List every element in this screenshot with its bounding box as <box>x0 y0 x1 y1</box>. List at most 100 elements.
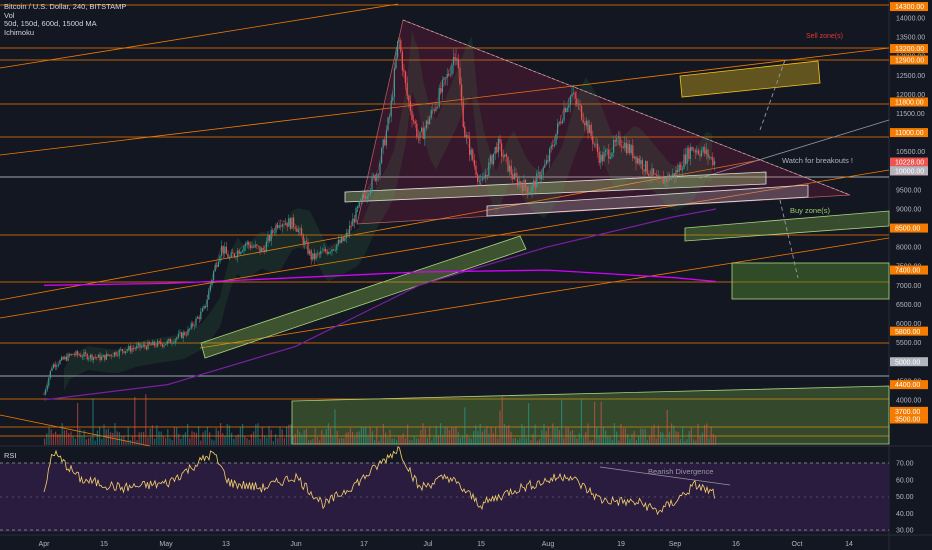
rsi-axis: 70.00 60.00 50.00 40.00 30.00 <box>896 461 914 535</box>
time-tick-label: Oct <box>792 541 803 548</box>
candle-body <box>625 142 627 154</box>
divergence-line <box>599 466 731 486</box>
volume-bar <box>631 433 633 445</box>
candle-body <box>584 122 586 126</box>
candle-body <box>582 119 584 123</box>
volume-bar <box>512 438 514 445</box>
volume-bar <box>215 428 217 445</box>
candle-body <box>560 121 562 124</box>
candle-body <box>654 174 656 175</box>
candle-body <box>707 149 709 158</box>
ma-indicator-label[interactable]: 50d, 150d, 600d, 1500d MA <box>4 19 97 29</box>
candle-body <box>477 174 479 182</box>
price-tick-label: 6000.00 <box>896 321 921 328</box>
volume-bar <box>400 435 402 445</box>
candle-body <box>216 265 218 267</box>
symbol-title[interactable]: Bitcoin / U.S. Dollar, 240, BITSTAMP <box>4 2 127 11</box>
volume-bar <box>633 431 635 445</box>
volume-bar <box>668 431 670 445</box>
volume-bar <box>112 432 114 445</box>
volume-bar <box>536 440 538 445</box>
volume-bar <box>336 430 338 445</box>
time-tick-label: Jun <box>290 541 301 548</box>
candle-body <box>485 174 487 179</box>
candle-body <box>254 244 256 247</box>
volume-bar <box>380 436 382 445</box>
candle-body <box>251 246 253 249</box>
candle-body <box>329 251 331 253</box>
volume-bar <box>508 425 510 445</box>
candle-body <box>289 218 291 229</box>
volume-bar <box>116 431 118 445</box>
candle-body <box>673 173 675 178</box>
price-level-text: 5800.00 <box>895 329 920 336</box>
candle-body <box>328 252 330 254</box>
candle-body <box>153 341 155 346</box>
candle-body <box>318 253 320 254</box>
candle-body <box>521 184 523 191</box>
candle-body <box>112 356 114 357</box>
candle-body <box>461 84 463 102</box>
volume-bar <box>367 435 369 445</box>
time-tick-label: 16 <box>732 541 740 548</box>
volume-bar <box>74 438 76 445</box>
vol-indicator-label[interactable]: Vol <box>4 10 15 20</box>
candle-body <box>525 180 527 187</box>
candle-body <box>105 353 107 360</box>
candle-body <box>64 356 66 360</box>
candle-body <box>528 192 530 193</box>
time-axis[interactable]: Apr 15 May 13 Jun 17 Jul 15 Aug 19 Sep 16 Oct 14 <box>39 541 853 548</box>
candle-body <box>206 299 208 308</box>
volume-bar <box>613 423 615 445</box>
candle-body <box>713 161 715 166</box>
candle-body <box>665 178 667 182</box>
time-tick-label: Aug <box>542 541 555 548</box>
candle-body <box>709 157 711 158</box>
volume-bar <box>448 430 450 445</box>
volume-bar <box>363 427 365 445</box>
sell-zone-label: Sell zone(s) <box>806 33 843 40</box>
volume-bar <box>484 428 486 445</box>
price-level-badge <box>890 44 928 54</box>
candle-body <box>689 146 691 159</box>
volume-bar <box>671 423 673 445</box>
volume-bar <box>638 435 640 445</box>
volume-bar <box>297 429 299 445</box>
volume-bar <box>224 436 226 445</box>
volume-bar <box>169 438 171 445</box>
rsi-indicator-label[interactable]: RSI <box>4 451 17 460</box>
volume-bar <box>708 438 710 445</box>
volume-bar <box>52 433 54 445</box>
candle-body <box>110 355 112 357</box>
candle-body <box>73 354 75 356</box>
volume-bar <box>288 424 290 445</box>
candle-body <box>69 354 71 356</box>
volume-bar <box>270 429 272 445</box>
volume-bar <box>389 429 391 445</box>
volume-bar <box>431 440 433 445</box>
candle-body <box>453 56 455 65</box>
volume-bar <box>402 433 404 445</box>
rsi-tick-label: 30.00 <box>896 528 914 535</box>
volume-bar <box>92 398 94 445</box>
price-tick-label: 9500.00 <box>896 187 921 194</box>
candle-body <box>401 51 403 71</box>
candle-body <box>113 352 115 357</box>
candle-body <box>677 169 679 172</box>
candle-body <box>358 201 360 207</box>
ichimoku-indicator-label[interactable]: Ichimoku <box>4 27 35 37</box>
ma-line-magenta <box>43 269 717 286</box>
volume-bar <box>259 438 261 445</box>
volume-bar <box>682 426 684 445</box>
volume-bar <box>294 434 296 445</box>
candle-body <box>262 248 264 250</box>
candle-body <box>392 96 394 101</box>
projection-arrow-up <box>759 59 786 131</box>
candle-body <box>267 235 269 242</box>
price-tick-label: 11500.00 <box>896 111 925 118</box>
volume-bar <box>712 433 714 445</box>
price-tick-label: 6500.00 <box>896 302 921 309</box>
candle-body <box>217 261 219 267</box>
candle-body <box>566 107 568 112</box>
